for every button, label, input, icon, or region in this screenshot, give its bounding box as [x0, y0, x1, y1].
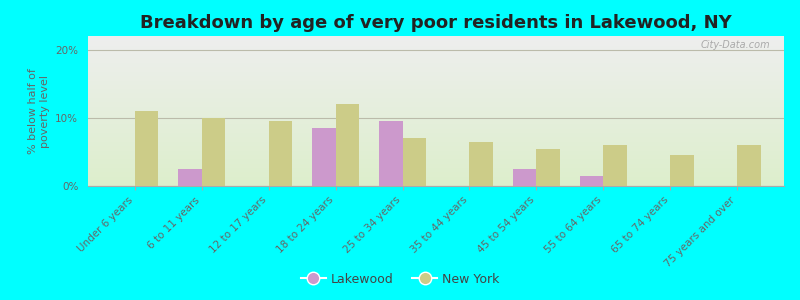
Bar: [513, 169, 536, 186]
Bar: [402, 138, 426, 186]
Title: Breakdown by age of very poor residents in Lakewood, NY: Breakdown by age of very poor residents …: [140, 14, 732, 32]
Bar: [737, 145, 761, 186]
Bar: [470, 142, 493, 186]
Bar: [202, 118, 225, 186]
Bar: [312, 128, 336, 186]
Bar: [178, 169, 202, 186]
Bar: [269, 121, 292, 186]
Text: City-Data.com: City-Data.com: [701, 40, 770, 50]
Bar: [135, 111, 158, 186]
Y-axis label: % below half of
poverty level: % below half of poverty level: [28, 68, 50, 154]
Bar: [670, 155, 694, 186]
Bar: [379, 121, 402, 186]
Bar: [580, 176, 603, 186]
Bar: [603, 145, 626, 186]
Bar: [536, 148, 560, 186]
Legend: Lakewood, New York: Lakewood, New York: [295, 268, 505, 291]
Bar: [336, 104, 359, 186]
